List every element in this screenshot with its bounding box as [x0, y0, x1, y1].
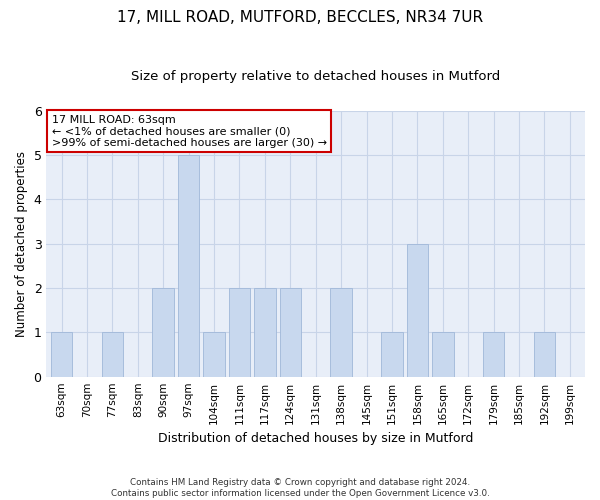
Bar	[101, 332, 123, 376]
Bar	[51, 332, 73, 376]
Bar	[280, 288, 301, 376]
Bar	[254, 288, 275, 376]
Bar	[229, 288, 250, 376]
Bar	[432, 332, 454, 376]
Bar	[533, 332, 555, 376]
X-axis label: Distribution of detached houses by size in Mutford: Distribution of detached houses by size …	[158, 432, 473, 445]
Text: 17 MILL ROAD: 63sqm
← <1% of detached houses are smaller (0)
>99% of semi-detach: 17 MILL ROAD: 63sqm ← <1% of detached ho…	[52, 114, 327, 148]
Bar	[178, 155, 199, 376]
Bar	[407, 244, 428, 376]
Bar	[381, 332, 403, 376]
Bar	[203, 332, 225, 376]
Title: Size of property relative to detached houses in Mutford: Size of property relative to detached ho…	[131, 70, 500, 83]
Text: Contains HM Land Registry data © Crown copyright and database right 2024.
Contai: Contains HM Land Registry data © Crown c…	[110, 478, 490, 498]
Bar	[483, 332, 505, 376]
Bar	[152, 288, 174, 376]
Text: 17, MILL ROAD, MUTFORD, BECCLES, NR34 7UR: 17, MILL ROAD, MUTFORD, BECCLES, NR34 7U…	[117, 10, 483, 25]
Bar	[331, 288, 352, 376]
Y-axis label: Number of detached properties: Number of detached properties	[15, 150, 28, 336]
